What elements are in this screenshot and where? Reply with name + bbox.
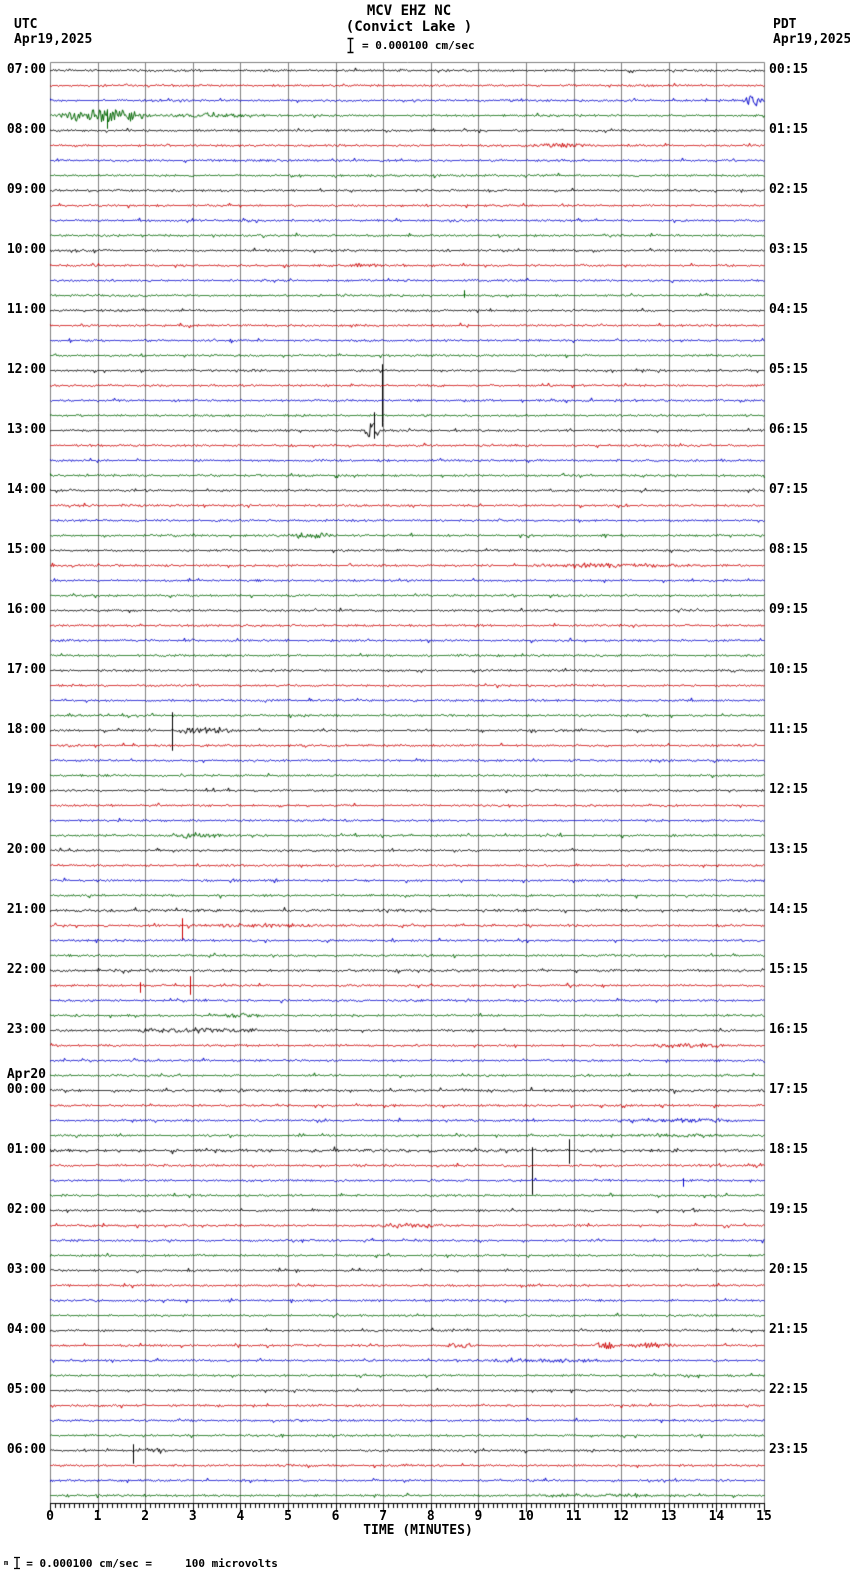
pdt-hour-label: 01:15 [769, 122, 809, 137]
x-axis-title: TIME (MINUTES) [363, 1523, 473, 1538]
utc-hour-label: 18:00 [6, 722, 46, 737]
utc-hour-label: 21:00 [6, 902, 46, 917]
station-title: MCV EHZ NC [366, 3, 452, 19]
x-tick-label: 15 [756, 1509, 772, 1524]
pdt-hour-label: 12:15 [769, 782, 809, 797]
footer-sub-glyph: m [4, 1559, 9, 1567]
x-tick-label: 1 [93, 1509, 102, 1524]
pdt-hour-label: 19:15 [769, 1202, 809, 1217]
x-tick-label: 10 [518, 1509, 534, 1524]
utc-hour-label: 01:00 [6, 1142, 46, 1157]
utc-hour-label: 00:00 [6, 1082, 46, 1097]
footer-scale-note: m = 0.000100 cm/sec = 100 microvolts [4, 1556, 278, 1570]
x-tick-label: 6 [331, 1509, 340, 1524]
x-tick-label: 5 [284, 1509, 292, 1524]
utc-hour-label: 10:00 [6, 242, 46, 257]
x-tick-label: 11 [565, 1509, 582, 1524]
x-tick-label: 2 [141, 1509, 150, 1524]
pdt-hour-label: 10:15 [769, 662, 809, 677]
utc-hour-label: 14:00 [6, 482, 46, 497]
pdt-hour-label: 15:15 [769, 962, 809, 977]
pdt-hour-label: 03:15 [769, 242, 809, 257]
utc-hour-label: 08:00 [6, 122, 46, 137]
pdt-hour-label: 00:15 [769, 62, 809, 77]
station-subtitle: (Convict Lake ) [345, 19, 473, 35]
date-right-label: Apr19,2025 [773, 32, 850, 47]
utc-hour-label: 22:00 [6, 962, 46, 977]
utc-hour-label: 02:00 [6, 1202, 46, 1217]
utc-hour-label: 17:00 [6, 662, 46, 677]
scale-indicator: = 0.000100 cm/sec [346, 37, 475, 54]
pdt-hour-label: 23:15 [769, 1442, 809, 1457]
pdt-hour-label: 17:15 [769, 1082, 809, 1097]
utc-hour-label: 05:00 [6, 1382, 46, 1397]
utc-hour-label: 16:00 [6, 602, 46, 617]
x-tick-label: 4 [236, 1509, 245, 1524]
x-tick-label: 7 [379, 1509, 388, 1524]
utc-hour-label: 13:00 [6, 422, 46, 437]
pdt-hour-label: 14:15 [769, 902, 809, 917]
scale-label: = 0.000100 cm/sec [362, 39, 475, 52]
utc-hour-label: 23:00 [6, 1022, 46, 1037]
timezone-left-label: UTC [14, 17, 38, 32]
x-tick-label: 14 [708, 1509, 725, 1524]
x-tick-label: 13 [660, 1509, 677, 1524]
utc-hour-label: 07:00 [6, 62, 46, 77]
x-tick-label: 0 [46, 1509, 54, 1524]
pdt-hour-label: 13:15 [769, 842, 809, 857]
utc-hour-label: 19:00 [6, 782, 46, 797]
pdt-hour-label: 21:15 [769, 1322, 809, 1337]
pdt-hour-label: 05:15 [769, 362, 809, 377]
pdt-hour-label: 22:15 [769, 1382, 809, 1397]
x-tick-label: 8 [426, 1509, 435, 1524]
pdt-hour-label: 08:15 [769, 542, 809, 557]
utc-hour-label: 11:00 [6, 302, 46, 317]
pdt-hour-label: 16:15 [769, 1022, 809, 1037]
utc-hour-label: 12:00 [6, 362, 46, 377]
date-left-label: Apr19,2025 [14, 32, 93, 47]
timezone-right-label: PDT [773, 17, 797, 32]
right-header: PDT Apr19,2025 [773, 17, 850, 47]
pdt-hour-label: 20:15 [769, 1262, 809, 1277]
utc-hour-label: 15:00 [6, 542, 46, 557]
scale-bar-icon [347, 37, 354, 54]
utc-hour-label: 20:00 [6, 842, 46, 857]
utc-hour-label: 09:00 [6, 182, 46, 197]
x-tick-label: 3 [188, 1509, 197, 1524]
utc-hour-label: 04:00 [6, 1322, 46, 1337]
utc-hour-label: 06:00 [6, 1442, 46, 1457]
utc-hour-label: 03:00 [6, 1262, 46, 1277]
pdt-hour-label: 02:15 [769, 182, 809, 197]
pdt-hour-label: 18:15 [769, 1142, 809, 1157]
footer-note-text: = 0.000100 cm/sec = 100 microvolts [26, 1556, 278, 1570]
x-tick-label: 12 [613, 1509, 630, 1524]
date-change-label: Apr20 [6, 1067, 46, 1082]
left-header: UTC Apr19,2025 [14, 17, 92, 47]
pdt-hour-label: 06:15 [769, 422, 809, 437]
pdt-hour-label: 04:15 [769, 302, 809, 317]
footer-scale-bar-icon [14, 1556, 21, 1570]
pdt-hour-label: 07:15 [769, 482, 809, 497]
pdt-hour-label: 11:15 [769, 722, 809, 737]
x-tick-label: 9 [474, 1509, 483, 1524]
pdt-hour-label: 09:15 [769, 602, 809, 617]
